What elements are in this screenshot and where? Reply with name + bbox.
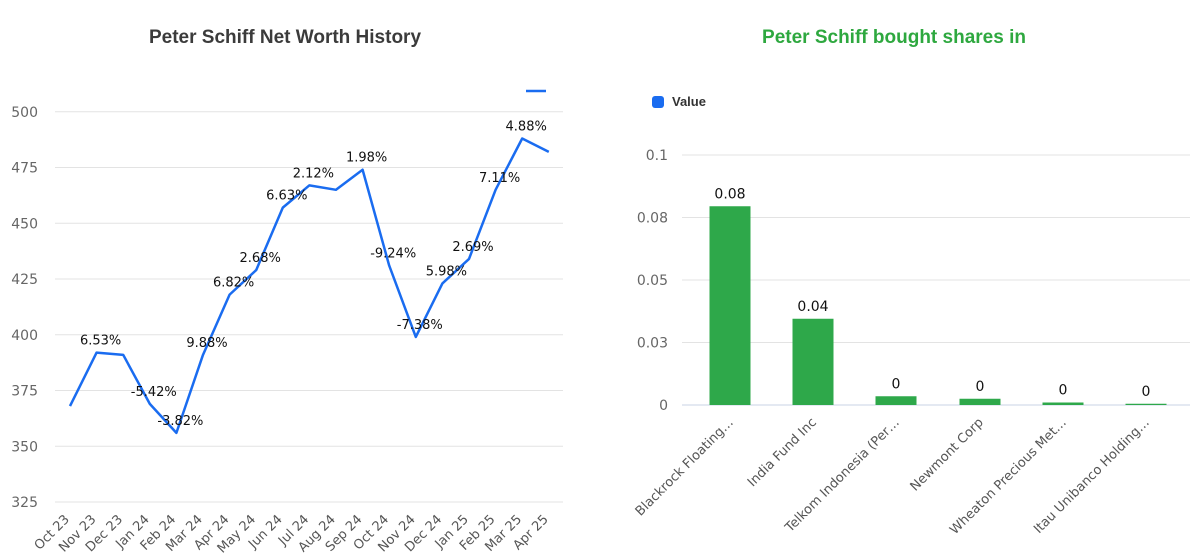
- category-label: Newmont Corp: [908, 415, 987, 494]
- bar: [1125, 403, 1167, 405]
- bought-shares-chart-panel: Peter Schiff bought shares in Value 0 0.0…: [600, 0, 1200, 560]
- net-worth-chart-panel: Peter Schiff Net Worth History 325 350 375…: [0, 0, 590, 560]
- bar: [875, 396, 917, 405]
- data-label: -5.42%: [131, 385, 177, 400]
- y-tick-label: 0.03: [637, 336, 668, 352]
- data-label: 6.53%: [80, 334, 121, 349]
- y-tick-label: 375: [11, 384, 38, 400]
- y-tick-label: 0: [659, 398, 668, 414]
- data-label: 0.04: [797, 299, 828, 315]
- data-label: 7.11%: [479, 171, 520, 186]
- data-label: 0: [1059, 383, 1068, 399]
- data-label: 2.69%: [452, 240, 493, 255]
- data-label: 9.88%: [186, 336, 227, 351]
- data-label: -9.24%: [370, 247, 416, 262]
- y-tick-label: 400: [11, 328, 38, 344]
- legend-swatch-icon: [652, 95, 664, 108]
- y-tick-label: 350: [11, 439, 38, 455]
- data-label: 0.08: [714, 186, 745, 202]
- legend-label: Value: [672, 94, 706, 109]
- data-label: -3.82%: [157, 414, 203, 429]
- y-tick-label: 475: [11, 161, 38, 177]
- y-tick-label: 0.08: [637, 211, 668, 227]
- data-label: 2.68%: [240, 251, 281, 266]
- bar: [1042, 402, 1084, 405]
- bar: [709, 206, 751, 405]
- net-worth-chart-title: Peter Schiff Net Worth History: [148, 27, 422, 48]
- y-tick-label: 450: [11, 216, 38, 232]
- data-label: 0: [976, 379, 985, 395]
- category-label: India Fund Inc: [745, 415, 820, 490]
- y-tick-label: 425: [11, 272, 38, 288]
- data-label: 2.12%: [293, 166, 334, 181]
- bar: [792, 318, 834, 405]
- net-worth-line-chart: 325 350 375 400 425 450 475 500 6.53% -5.42% -3.82…: [11, 89, 563, 556]
- data-label: 5.98%: [426, 264, 467, 279]
- y-tick-label: 0.1: [646, 148, 668, 164]
- net-worth-line: [68, 137, 550, 435]
- y-tick-label: 0.05: [637, 273, 668, 289]
- data-label: 0: [892, 376, 901, 392]
- data-label: 6.63%: [266, 189, 307, 204]
- data-label: 6.82%: [213, 276, 254, 291]
- chart-legend[interactable]: Value: [652, 94, 706, 109]
- bought-shares-chart-title: Peter Schiff bought shares in: [762, 27, 1026, 48]
- data-label: 0: [1142, 384, 1151, 400]
- data-label: 1.98%: [346, 151, 387, 166]
- y-tick-label: 500: [11, 105, 38, 121]
- bar: [959, 398, 1001, 405]
- data-label: 4.88%: [506, 120, 547, 135]
- data-label: -7.38%: [397, 318, 443, 333]
- category-label: Blackrock Floating…: [633, 415, 737, 519]
- y-tick-label: 325: [11, 495, 38, 511]
